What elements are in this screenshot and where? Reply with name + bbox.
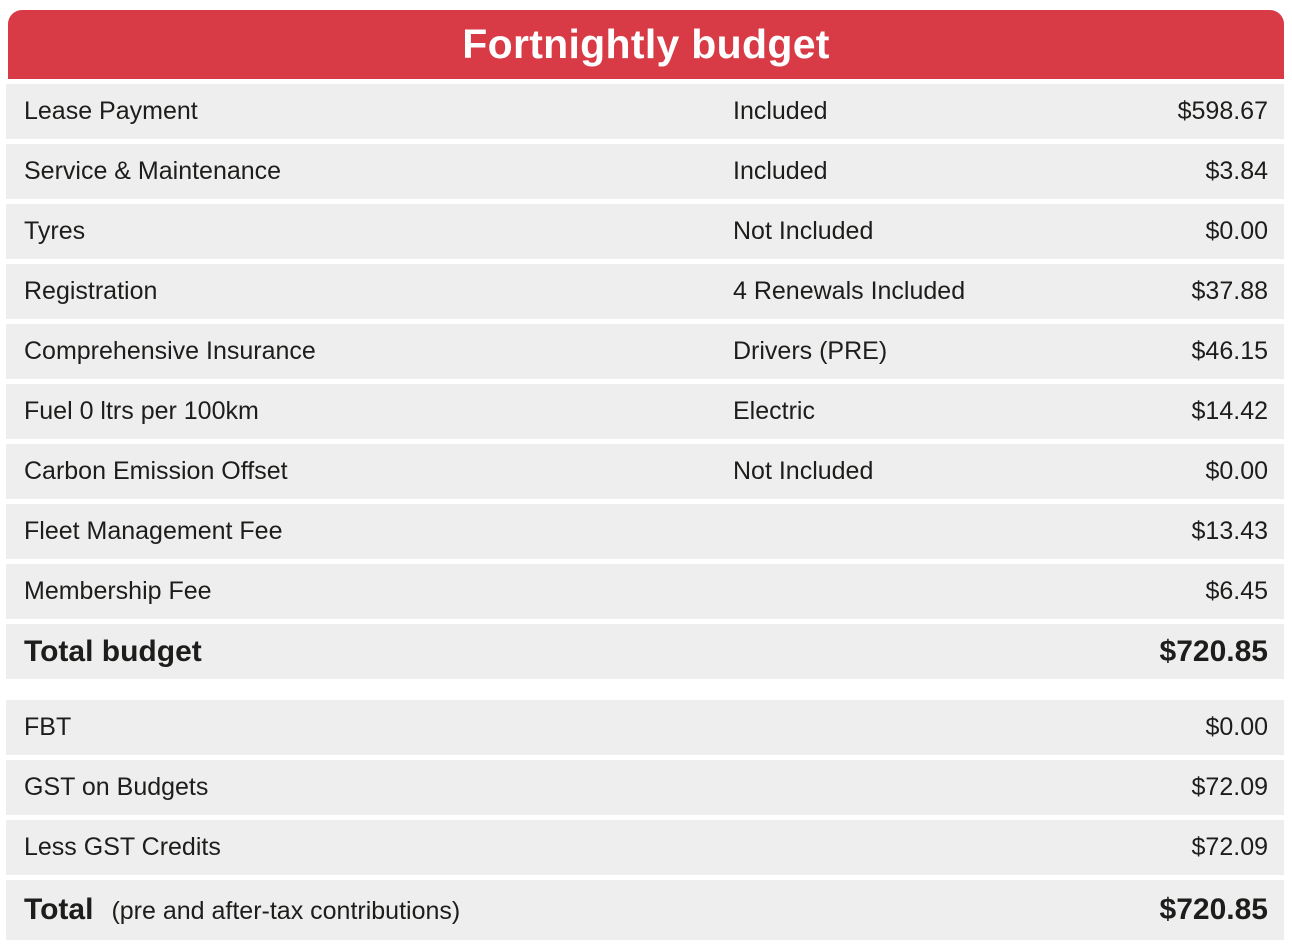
row-label: Fleet Management Fee xyxy=(24,517,283,545)
row-label: FBT xyxy=(24,713,72,741)
section-divider xyxy=(0,684,1292,700)
row-label: Fuel 0 ltrs per 100km xyxy=(24,397,259,425)
total-budget-label: Total budget xyxy=(24,634,202,668)
table-row: Carbon Emission Offset Not Included $0.00 xyxy=(6,444,1284,499)
row-label: Less GST Credits xyxy=(24,833,221,861)
row-value: $3.84 xyxy=(1205,157,1268,185)
row-label: GST on Budgets xyxy=(24,773,209,801)
row-value: $0.00 xyxy=(1205,217,1268,245)
row-value: $37.88 xyxy=(1191,277,1268,305)
grand-total-word: Total xyxy=(24,893,94,926)
row-label: Tyres xyxy=(24,217,86,245)
table-row: Membership Fee $6.45 xyxy=(6,564,1284,619)
row-value: $46.15 xyxy=(1191,337,1268,365)
row-value: $0.00 xyxy=(1205,713,1268,741)
row-status: Included xyxy=(733,97,828,125)
table-row: Registration 4 Renewals Included $37.88 xyxy=(6,264,1284,319)
table-row: FBT $0.00 xyxy=(6,700,1284,755)
tax-section: FBT $0.00 GST on Budgets $72.09 Less GST Cre… xyxy=(0,700,1292,875)
grand-total-label: Total (pre and after-tax contributions) xyxy=(24,893,460,927)
row-label: Comprehensive Insurance xyxy=(24,337,316,365)
row-label: Membership Fee xyxy=(24,577,212,605)
row-value: $6.45 xyxy=(1205,577,1268,605)
table-row: GST on Budgets $72.09 xyxy=(6,760,1284,815)
row-status: Drivers (PRE) xyxy=(733,337,888,365)
row-label: Lease Payment xyxy=(24,97,198,125)
table-row: Lease Payment Included $598.67 xyxy=(6,84,1284,139)
row-value: $72.09 xyxy=(1191,773,1268,801)
table-row: Less GST Credits $72.09 xyxy=(6,820,1284,875)
budget-section: Lease Payment Included $598.67 Service & Ma… xyxy=(0,84,1292,619)
table-header: Fortnightly budget xyxy=(8,10,1284,79)
row-status: Not Included xyxy=(733,457,874,485)
grand-total-row: Total (pre and after-tax contributions) … xyxy=(6,880,1284,940)
row-value: $13.43 xyxy=(1191,517,1268,545)
row-status: Electric xyxy=(733,397,815,425)
grand-total-value: $720.85 xyxy=(1159,893,1268,926)
row-value: $14.42 xyxy=(1191,397,1268,425)
grand-total-note: (pre and after-tax contributions) xyxy=(111,897,461,925)
row-value: $72.09 xyxy=(1191,833,1268,861)
row-label: Service & Maintenance xyxy=(24,157,282,185)
table-row: Service & Maintenance Included $3.84 xyxy=(6,144,1284,199)
row-status: Not Included xyxy=(733,217,874,245)
total-budget-value: $720.85 xyxy=(1159,634,1268,668)
table-row: Fuel 0 ltrs per 100km Electric $14.42 xyxy=(6,384,1284,439)
table-row: Comprehensive Insurance Drivers (PRE) $46.… xyxy=(6,324,1284,379)
row-status: 4 Renewals Included xyxy=(733,277,966,305)
row-value: $0.00 xyxy=(1205,457,1268,485)
total-budget-row: Total budget $720.85 xyxy=(6,624,1284,679)
row-label: Registration xyxy=(24,277,158,305)
table-title: Fortnightly budget xyxy=(462,21,830,67)
row-label: Carbon Emission Offset xyxy=(24,457,288,485)
row-value: $598.67 xyxy=(1177,97,1268,125)
table-row: Fleet Management Fee $13.43 xyxy=(6,504,1284,559)
row-status: Included xyxy=(733,157,828,185)
table-row: Tyres Not Included $0.00 xyxy=(6,204,1284,259)
